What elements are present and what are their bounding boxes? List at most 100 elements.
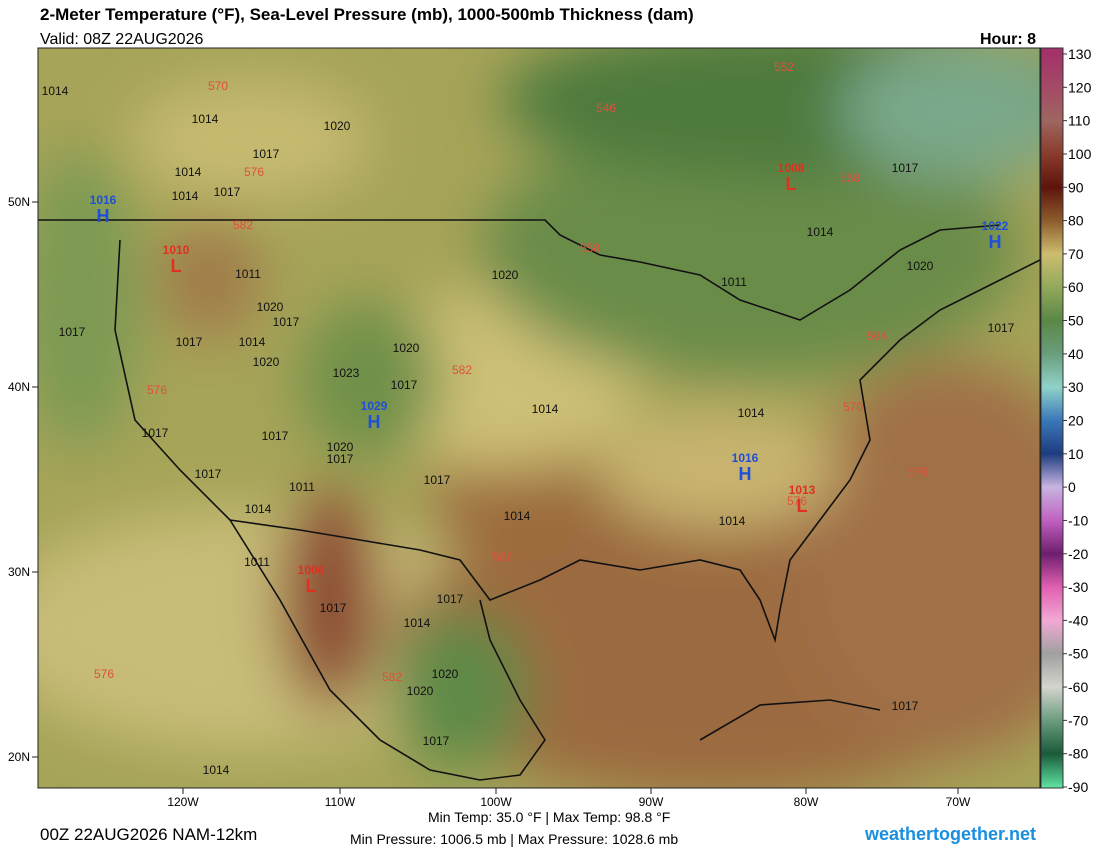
colorbar-tick-label: -30 xyxy=(1068,579,1088,595)
colorbar-tick-label: 0 xyxy=(1068,479,1076,495)
isobar-label: 1017 xyxy=(892,161,919,175)
isobar-label: 1017 xyxy=(391,378,418,392)
high-center-symbol: H xyxy=(368,412,381,432)
colorbar-tick-label: 60 xyxy=(1068,279,1084,295)
isobar-label: 1014 xyxy=(203,763,230,777)
isobar-label: 1023 xyxy=(333,366,360,380)
isobar-label: 1017 xyxy=(214,185,241,199)
isobar-label: 1017 xyxy=(327,452,354,466)
isobar-label: 1020 xyxy=(432,667,459,681)
map-field xyxy=(38,48,1040,788)
lat-label: 50N xyxy=(8,195,30,209)
high-center-symbol: H xyxy=(97,206,110,226)
lon-label: 70W xyxy=(946,795,971,809)
high-center-symbol: H xyxy=(739,464,752,484)
lon-label: 120W xyxy=(167,795,199,809)
colorbar-tick-label: 100 xyxy=(1068,146,1092,162)
colorbar-tick-label: -40 xyxy=(1068,612,1088,628)
colorbar-tick-label: 40 xyxy=(1068,346,1084,362)
isobar-label: 1014 xyxy=(404,616,431,630)
isobar-label: 1017 xyxy=(892,699,919,713)
colorbar-tick-label: 70 xyxy=(1068,246,1084,262)
isobar-label: 1017 xyxy=(262,429,289,443)
thickness-label: 582 xyxy=(452,363,472,377)
isobar-label: 1014 xyxy=(807,225,834,239)
low-center-symbol: L xyxy=(786,174,797,194)
isobar-label: 1011 xyxy=(721,275,747,289)
low-center-symbol: L xyxy=(797,496,808,516)
forecast-hour: Hour: 8 xyxy=(980,31,1036,48)
isobar-label: 1011 xyxy=(289,480,315,494)
low-center-symbol: L xyxy=(306,576,317,596)
colorbar-tick-label: -90 xyxy=(1068,779,1088,795)
isobar-label: 1017 xyxy=(320,601,347,615)
isobar-label: 1017 xyxy=(176,335,203,349)
valid-time: Valid: 08Z 22AUG2026 xyxy=(40,31,203,48)
high-center-value: 1016 xyxy=(90,193,117,207)
thickness-label: 558 xyxy=(840,171,860,185)
low-center-value: 1006 xyxy=(298,563,325,577)
thickness-label: 576 xyxy=(244,165,264,179)
isobar-label: 1014 xyxy=(738,406,765,420)
colorbar-tick-label: 50 xyxy=(1068,313,1084,329)
isobar-label: 1014 xyxy=(192,112,219,126)
isobar-label: 1020 xyxy=(327,440,354,454)
temp-range: Min Temp: 35.0 °F | Max Temp: 98.8 °F xyxy=(428,809,670,825)
isobar-label: 1014 xyxy=(172,189,199,203)
colorbar-tick-label: -60 xyxy=(1068,679,1088,695)
colorbar-tick-label: 30 xyxy=(1068,379,1084,395)
colorbar-tick-label: 90 xyxy=(1068,179,1084,195)
colorbar-tick-label: 120 xyxy=(1068,79,1092,95)
isobar-label: 1020 xyxy=(257,300,284,314)
site-credit: weathertogether.net xyxy=(864,824,1036,844)
thickness-label: 582 xyxy=(382,670,402,684)
isobar-label: 1020 xyxy=(907,259,934,273)
isobar-label: 1014 xyxy=(175,165,202,179)
pressure-range: Min Pressure: 1006.5 mb | Max Pressure: … xyxy=(350,831,678,847)
map-frame xyxy=(37,47,1041,789)
colorbar-tick-label: 110 xyxy=(1068,113,1091,129)
isobar-label: 1017 xyxy=(195,467,222,481)
low-center-value: 1008 xyxy=(778,161,805,175)
high-center-value: 1029 xyxy=(361,399,388,413)
title: 2-Meter Temperature (°F), Sea-Level Pres… xyxy=(40,5,694,24)
isobar-label: 1017 xyxy=(988,321,1015,335)
lon-label: 110W xyxy=(325,795,356,809)
isobar-label: 1020 xyxy=(492,268,519,282)
isobar-label: 1020 xyxy=(253,355,280,369)
isobar-label: 1011 xyxy=(244,555,270,569)
thickness-label: 582 xyxy=(493,550,513,564)
isobar-label: 1017 xyxy=(423,734,450,748)
isobar-label: 1017 xyxy=(437,592,464,606)
high-center-value: 1016 xyxy=(732,451,759,465)
isobar-label: 1017 xyxy=(142,426,169,440)
isobar-label: 1011 xyxy=(235,267,261,281)
thickness-label: 576 xyxy=(787,494,807,508)
thickness-label: 546 xyxy=(596,101,616,115)
colorbar-tick-label: 130 xyxy=(1068,46,1092,62)
isobar-label: 1017 xyxy=(253,147,280,161)
isobar-label: 1020 xyxy=(324,119,351,133)
colorbar-tick-label: 80 xyxy=(1068,213,1084,229)
thickness-label: 576 xyxy=(94,667,114,681)
model-run: 00Z 22AUG2026 NAM-12km xyxy=(40,825,257,844)
lon-label: 80W xyxy=(794,795,819,809)
thickness-label: 564 xyxy=(867,329,887,343)
colorbar-tick-label: -20 xyxy=(1068,546,1088,562)
isobar-label: 1014 xyxy=(504,509,531,523)
lat-label: 20N xyxy=(8,750,30,764)
low-center-symbol: L xyxy=(171,256,182,276)
thickness-label: 576 xyxy=(147,383,167,397)
isobar-label: 1020 xyxy=(407,684,434,698)
lat-label: 30N xyxy=(8,565,30,579)
colorbar-tick-label: -50 xyxy=(1068,646,1088,662)
high-center-value: 1022 xyxy=(982,219,1009,233)
colorbar-tick-label: -80 xyxy=(1068,746,1088,762)
thickness-label: 558 xyxy=(580,241,600,255)
thickness-label: 570 xyxy=(208,79,228,93)
isobar-label: 1014 xyxy=(245,502,272,516)
isobar-label: 1017 xyxy=(59,325,86,339)
lon-label: 100W xyxy=(480,795,512,809)
isobar-label: 1014 xyxy=(532,402,559,416)
